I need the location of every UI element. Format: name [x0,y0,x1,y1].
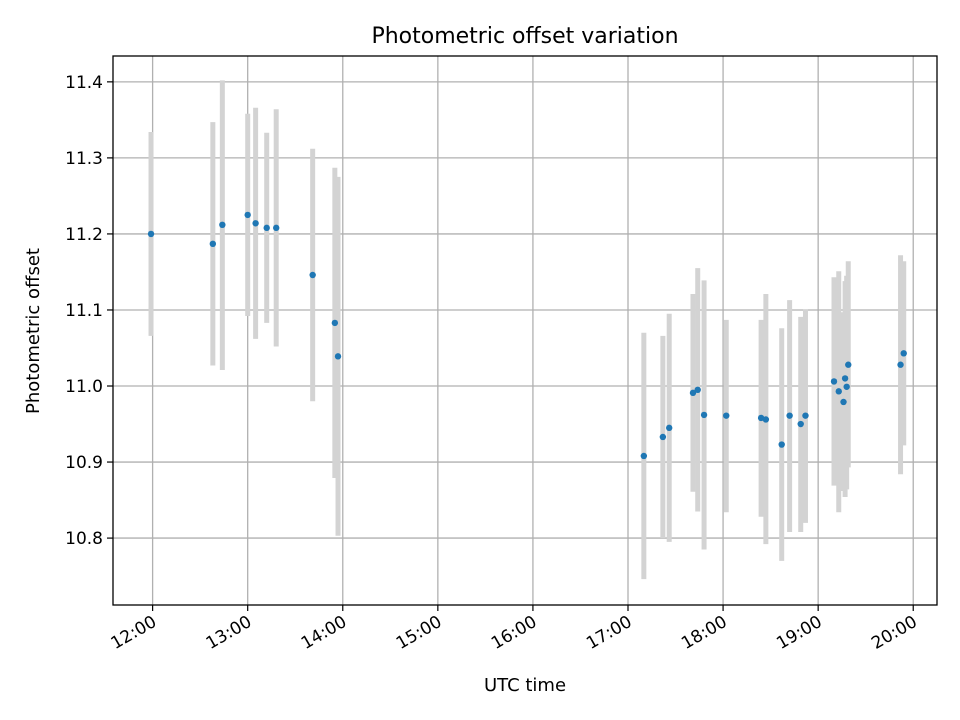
y-tick-label: 10.8 [65,529,103,549]
data-point [273,224,280,232]
data-point [830,378,838,385]
x-axis-label: UTC time [484,675,566,696]
grid [113,56,937,605]
y-tick-label: 11.2 [65,225,103,245]
data-point [309,271,316,279]
x-tick-label: 13:00 [203,612,255,654]
data-point [244,211,251,219]
axis-ticks: 10.8 10.9 11.0 11.1 11.2 11.3 11.4 12:00 13:00 14… [65,73,921,654]
x-tick-label: 14:00 [298,612,350,654]
data-point [640,452,648,460]
data-point [762,416,770,423]
x-tick-label: 17:00 [583,612,635,654]
y-tick-label: 11.3 [65,149,103,169]
y-tick-label: 10.9 [65,453,103,473]
x-tick-label: 19:00 [773,612,825,654]
data-point [331,319,339,327]
data-point [147,230,155,238]
data-point [252,220,259,227]
data-point [897,361,904,368]
data-point [835,388,842,395]
plot-frame [112,55,938,606]
data-point [700,411,708,419]
data-point [689,389,697,397]
data-point [219,221,226,229]
x-tick-label: 16:00 [488,612,540,654]
y-tick-label: 11.1 [65,301,103,321]
data-point [841,375,849,382]
y-tick-label: 11.4 [65,73,103,93]
chart-title: Photometric offset variation [371,24,678,49]
data-point [659,433,667,441]
x-tick-label: 15:00 [393,612,445,654]
y-axis-label: Photometric offset [23,248,44,414]
x-tick-label: 20:00 [868,612,920,654]
data-point [209,240,217,248]
data-point [694,386,701,394]
data-point [666,424,673,432]
data-point [840,398,847,406]
data-points [147,211,907,460]
x-tick-label: 12:00 [108,612,160,654]
data-point [802,412,809,419]
y-tick-label: 11.0 [65,377,103,397]
error-bars [148,80,907,580]
data-point [263,224,270,232]
data-point [778,441,785,448]
data-point [900,350,907,357]
data-point [797,420,804,428]
data-point [786,412,793,419]
data-point [843,383,850,390]
data-point [845,361,852,368]
x-tick-label: 18:00 [678,612,730,654]
data-point [723,412,730,419]
data-point [334,353,342,360]
